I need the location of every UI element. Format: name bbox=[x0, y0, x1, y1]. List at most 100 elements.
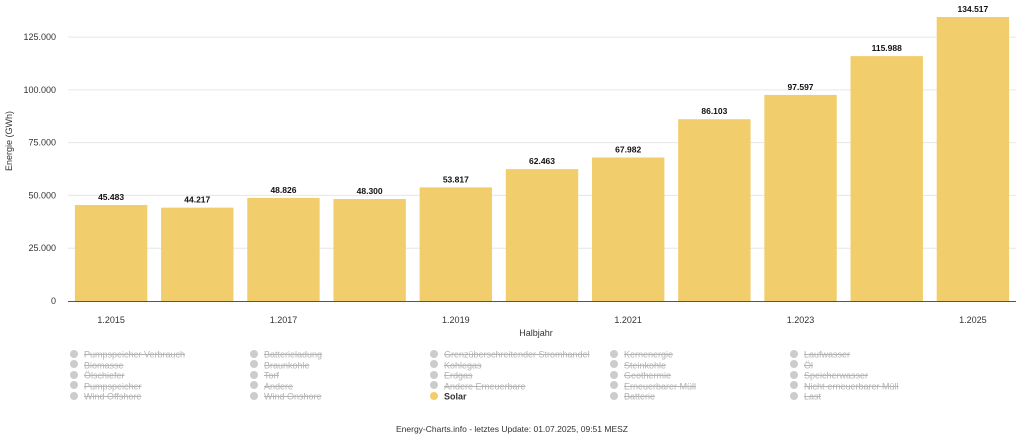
legend-label: Erneuerbarer Müll bbox=[624, 380, 697, 391]
legend-label: Öl bbox=[804, 359, 813, 370]
solar-bar-chart: 0 25.000 50.000 75.000 100.000 125.000 45.483… bbox=[4, 4, 1016, 338]
data-label: 86.103 bbox=[701, 106, 727, 116]
bar-1.2025[interactable] bbox=[936, 17, 1010, 301]
y-tick-label: 25.000 bbox=[28, 243, 56, 253]
legend-marker-icon bbox=[610, 381, 618, 390]
legend-label: Ölschiefer bbox=[84, 370, 125, 381]
data-label: 48.826 bbox=[270, 185, 296, 195]
legend-marker-icon bbox=[70, 360, 78, 369]
y-axis-ticks: 0 25.000 50.000 75.000 100.000 125.000 bbox=[23, 32, 56, 306]
legend-column: Laufwasser Öl Speicherwasser Nicht-erneuerb… bbox=[790, 349, 899, 402]
legend-marker-icon bbox=[250, 370, 258, 379]
legend-marker-icon bbox=[610, 360, 618, 369]
bar-1.2018[interactable] bbox=[333, 199, 406, 301]
legend-marker-icon bbox=[70, 381, 78, 390]
legend-marker-icon bbox=[430, 381, 438, 390]
legend-item[interactable]: Last bbox=[790, 391, 899, 402]
legend-label: Grenzüberschreitender Stromhandel bbox=[444, 349, 590, 360]
legend-item[interactable]: Erneuerbarer Müll bbox=[610, 381, 696, 392]
legend-marker-icon bbox=[790, 360, 798, 369]
data-label: 97.597 bbox=[788, 82, 814, 92]
legend-column: Pumpspeicher Verbrauch Biomasse Ölschiefer… bbox=[70, 349, 185, 402]
legend-item[interactable]: Kernenergie bbox=[610, 349, 696, 360]
y-axis-title: Energie (GWh) bbox=[4, 111, 14, 171]
legend-marker-icon bbox=[430, 370, 438, 379]
legend-marker-icon bbox=[610, 370, 618, 379]
legend-item[interactable]: Ölschiefer bbox=[70, 370, 185, 381]
x-axis-title: Halbjahr bbox=[519, 328, 553, 338]
y-tick-label: 75.000 bbox=[28, 138, 56, 148]
legend-marker-icon bbox=[70, 391, 78, 400]
x-tick-label: 1.2021 bbox=[614, 315, 642, 325]
legend-item[interactable]: Biomasse bbox=[70, 360, 185, 371]
legend-marker-icon bbox=[610, 391, 618, 400]
data-label: 44.217 bbox=[184, 195, 210, 205]
legend-item[interactable]: Batterie bbox=[610, 391, 696, 402]
legend-marker-icon bbox=[250, 349, 258, 358]
legend-marker-icon bbox=[790, 370, 798, 379]
legend-label: Laufwasser bbox=[804, 349, 851, 360]
legend-label: Geothermie bbox=[624, 370, 672, 381]
legend-label: Biomasse bbox=[84, 359, 124, 370]
legend-item[interactable]: Braunkohle bbox=[250, 360, 322, 371]
legend-item[interactable]: Erdgas bbox=[430, 370, 590, 381]
bar-1.2016[interactable] bbox=[161, 207, 234, 301]
legend-item[interactable]: Laufwasser bbox=[790, 349, 899, 360]
y-tick-label: 125.000 bbox=[23, 32, 56, 42]
data-label: 62.463 bbox=[529, 156, 555, 166]
legend-item[interactable]: Solar bbox=[430, 391, 590, 402]
y-tick-label: 50.000 bbox=[28, 190, 56, 200]
legend-label: Nicht-erneuerbarer Müll bbox=[804, 380, 899, 391]
bar-1.2023[interactable] bbox=[764, 94, 837, 301]
legend-label: Solar bbox=[444, 391, 467, 402]
legend-item[interactable]: Steinkohle bbox=[610, 360, 696, 371]
legend-column: Batterieladung Braunkohle Torf Andere Wind O… bbox=[250, 349, 322, 402]
y-tick-label: 0 bbox=[51, 296, 56, 306]
legend-label: Speicherwasser bbox=[804, 370, 869, 381]
bar-1.2015[interactable] bbox=[74, 204, 148, 301]
legend-item[interactable]: Pumpspeicher Verbrauch bbox=[70, 349, 185, 360]
legend-label: Andere Erneuerbare bbox=[444, 380, 526, 391]
data-labels: 45.483 44.217 48.826 48.300 53.817 62.463 67.9… bbox=[98, 4, 988, 205]
legend-label: Andere bbox=[264, 380, 294, 391]
legend-item[interactable]: Wind Offshore bbox=[70, 391, 185, 402]
x-tick-label: 1.2023 bbox=[787, 315, 815, 325]
legend-item[interactable]: Grenzüberschreitender Stromhandel bbox=[430, 349, 590, 360]
y-tick-label: 100.000 bbox=[23, 85, 56, 95]
footer-credit: Energy-Charts.info - letztes Update: 01.… bbox=[396, 424, 628, 434]
x-tick-label: 1.2015 bbox=[97, 315, 125, 325]
legend-label: Wind Offshore bbox=[84, 391, 142, 402]
bar-1.2022[interactable] bbox=[678, 119, 751, 301]
legend-item[interactable]: Wind Onshore bbox=[250, 391, 322, 402]
legend-label: Erdgas bbox=[444, 370, 473, 381]
legend-marker-icon bbox=[790, 381, 798, 390]
legend-item[interactable]: Speicherwasser bbox=[790, 370, 899, 381]
legend-label: Pumpspeicher Verbrauch bbox=[84, 349, 186, 360]
bars bbox=[74, 17, 1010, 301]
bar-1.2024[interactable] bbox=[850, 56, 923, 301]
legend-marker-icon bbox=[250, 381, 258, 390]
legend: Pumpspeicher Verbrauch Biomasse Ölschiefer… bbox=[70, 349, 970, 409]
legend-label: Kernenergie bbox=[624, 349, 674, 360]
legend-item[interactable]: Batterieladung bbox=[250, 349, 322, 360]
legend-item[interactable]: Kohlegas bbox=[430, 360, 590, 371]
legend-item[interactable]: Pumpspeicher bbox=[70, 381, 185, 392]
legend-label: Wind Onshore bbox=[264, 391, 322, 402]
legend-label: Batterie bbox=[624, 391, 656, 402]
data-label: 45.483 bbox=[98, 192, 124, 202]
legend-marker-icon bbox=[70, 370, 78, 379]
legend-column: Kernenergie Steinkohle Geothermie Erneuerba… bbox=[610, 349, 696, 402]
legend-marker-icon bbox=[70, 349, 78, 358]
legend-item[interactable]: Andere bbox=[250, 381, 322, 392]
legend-item[interactable]: Öl bbox=[790, 360, 899, 371]
legend-item[interactable]: Andere Erneuerbare bbox=[430, 381, 590, 392]
legend-item[interactable]: Torf bbox=[250, 370, 322, 381]
bar-1.2017[interactable] bbox=[247, 197, 320, 301]
bar-1.2020[interactable] bbox=[505, 169, 579, 301]
data-label: 48.300 bbox=[357, 186, 383, 196]
legend-label: Kohlegas bbox=[444, 359, 482, 370]
legend-item[interactable]: Geothermie bbox=[610, 370, 696, 381]
legend-item[interactable]: Nicht-erneuerbarer Müll bbox=[790, 381, 899, 392]
bar-1.2021[interactable] bbox=[591, 157, 665, 301]
bar-1.2019[interactable] bbox=[419, 187, 493, 301]
